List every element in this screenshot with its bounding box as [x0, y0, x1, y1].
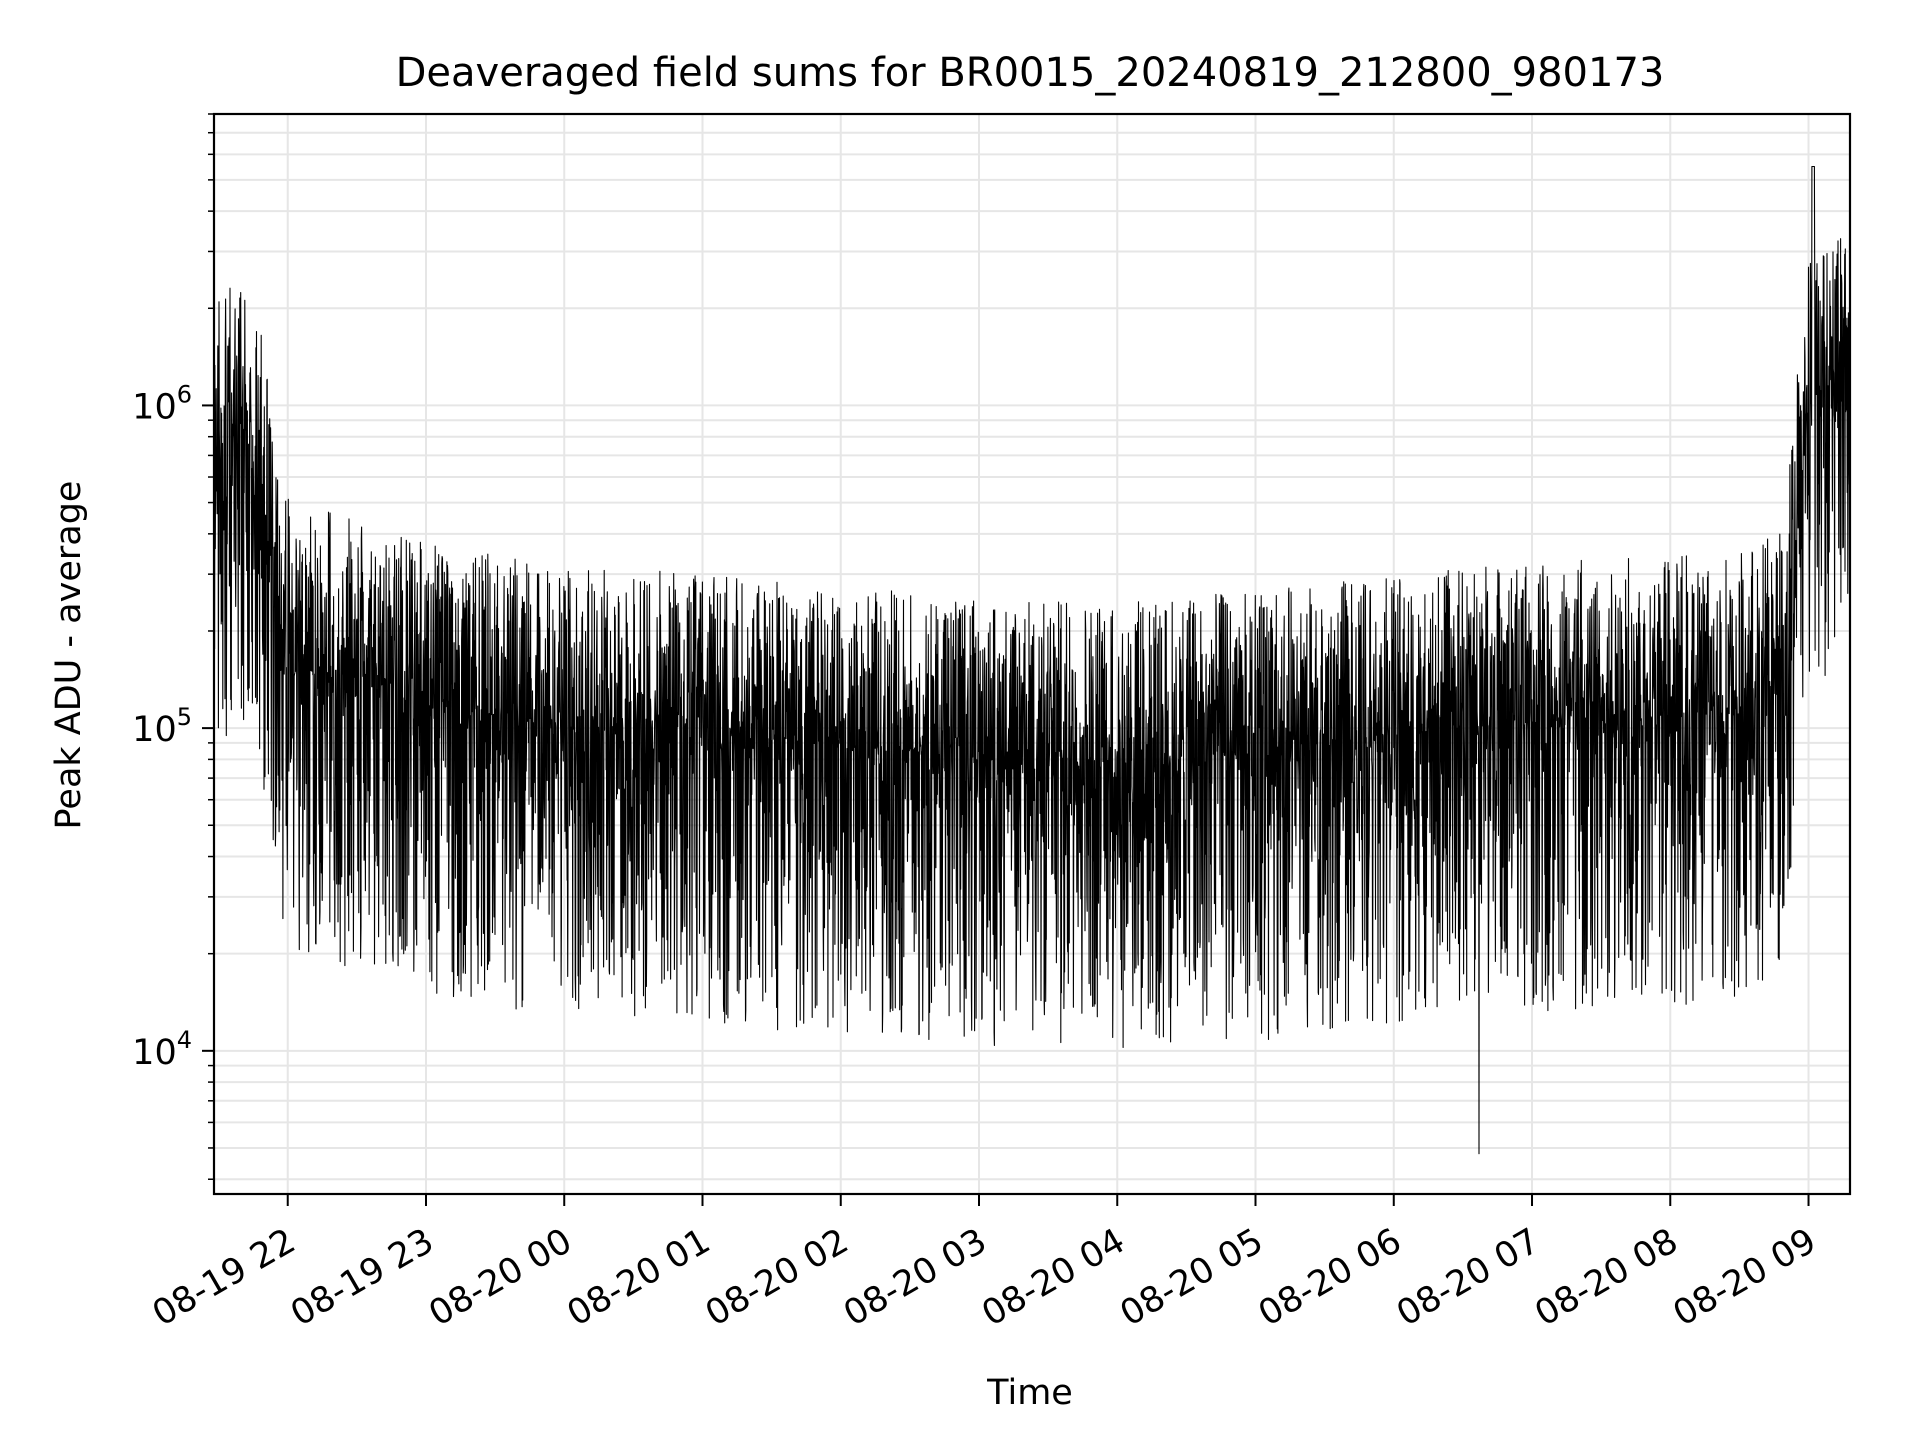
y-tick-base: 10: [132, 710, 177, 750]
x-tick-label: 08-20 08: [1528, 1221, 1684, 1334]
y-tick-exponent: 5: [177, 703, 192, 731]
y-tick-label: 106: [132, 380, 192, 427]
y-tick-base: 10: [132, 387, 177, 427]
x-tick-label: 08-20 00: [422, 1221, 578, 1334]
y-tick-base: 10: [132, 1033, 177, 1073]
series-line: [213, 165, 1851, 1155]
x-tick-label: 08-20 02: [699, 1221, 855, 1334]
x-tick-label: 08-20 05: [1114, 1221, 1270, 1334]
data-layer: [213, 165, 1851, 1155]
y-tick-exponent: 4: [177, 1026, 192, 1054]
x-tick-label: 08-20 03: [837, 1221, 993, 1334]
x-tick-label: 08-19 22: [146, 1221, 302, 1334]
chart-title: Deaveraged field sums for BR0015_2024081…: [396, 50, 1665, 96]
x-tick-label: 08-19 23: [284, 1221, 440, 1334]
y-axis-label: Peak ADU - average: [49, 481, 89, 830]
x-tick-label: 08-20 01: [561, 1221, 717, 1334]
y-tick-label: 104: [132, 1026, 192, 1073]
x-tick-label: 08-20 09: [1667, 1221, 1823, 1334]
x-axis-label: Time: [986, 1373, 1073, 1413]
y-tick-exponent: 6: [177, 380, 192, 408]
x-tick-label: 08-20 06: [1252, 1221, 1408, 1334]
x-tick-label: 08-20 04: [975, 1221, 1131, 1334]
x-tick-label: 08-20 07: [1390, 1221, 1546, 1334]
y-tick-label: 105: [132, 703, 192, 750]
plot-frame: [212, 112, 1852, 1196]
